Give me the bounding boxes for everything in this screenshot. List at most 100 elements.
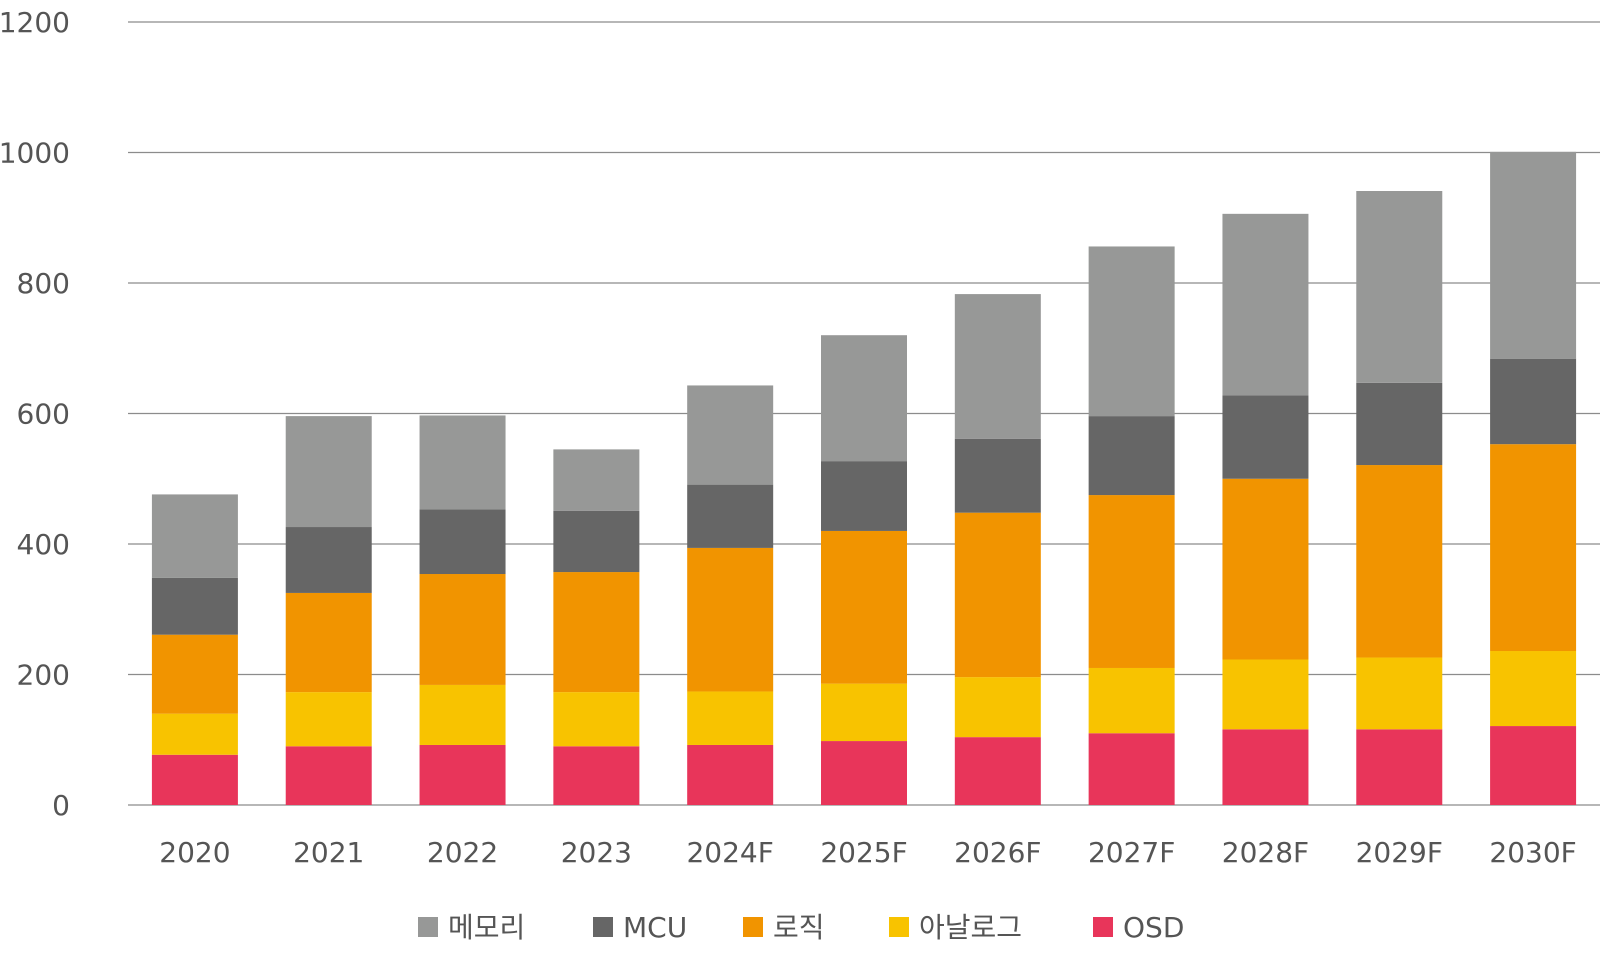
bar-segment-메모리-2023 bbox=[553, 449, 640, 511]
legend-label: MCU bbox=[623, 911, 687, 944]
bar-segment-OSD-2029F bbox=[1356, 729, 1443, 805]
x-tick-label: 2024F bbox=[686, 836, 773, 869]
legend-swatch bbox=[889, 917, 909, 937]
bar-segment-MCU-2030F bbox=[1490, 358, 1577, 445]
bar-segment-메모리-2020 bbox=[151, 494, 238, 578]
x-tick-label: 2025F bbox=[820, 836, 907, 869]
bar-segment-MCU-2023 bbox=[553, 510, 640, 573]
x-tick-label: 2022 bbox=[427, 836, 498, 869]
x-tick-label: 2021 bbox=[293, 836, 364, 869]
bar-segment-MCU-2026F bbox=[954, 438, 1041, 513]
bar-segment-MCU-2021 bbox=[285, 527, 372, 593]
x-tick-label: 2030F bbox=[1489, 836, 1576, 869]
bar-group-2027F bbox=[1088, 246, 1175, 805]
bar-segment-OSD-2022 bbox=[419, 744, 506, 805]
legend-item-메모리: 메모리 bbox=[418, 911, 525, 944]
y-tick-label: 1000 bbox=[0, 137, 70, 170]
legend-item-로직: 로직 bbox=[743, 911, 825, 944]
bar-segment-로직-2028F bbox=[1222, 478, 1309, 660]
bar-segment-MCU-2024F bbox=[687, 484, 774, 548]
bar-segment-메모리-2026F bbox=[954, 294, 1041, 439]
legend-label: OSD bbox=[1123, 911, 1184, 944]
bar-group-2029F bbox=[1356, 190, 1443, 805]
legend-swatch bbox=[743, 917, 763, 937]
bar-segment-OSD-2025F bbox=[821, 741, 907, 805]
y-tick-label: 0 bbox=[52, 789, 70, 822]
bar-segment-로직-2029F bbox=[1356, 465, 1443, 658]
y-axis-tick-labels: 0 200 400 600 800 1000 1200 bbox=[0, 6, 70, 822]
bar-segment-메모리-2025F bbox=[821, 335, 907, 462]
legend: 메모리 MCU 로직 아날로그 OSD bbox=[418, 911, 1184, 944]
bar-segment-OSD-2024F bbox=[687, 744, 774, 805]
x-tick-label: 2020 bbox=[159, 836, 230, 869]
bar-segment-OSD-2026F bbox=[954, 737, 1041, 805]
legend-item-MCU: MCU bbox=[593, 911, 687, 944]
bar-segment-OSD-2023 bbox=[553, 746, 640, 805]
bar-segment-MCU-2022 bbox=[419, 509, 506, 575]
bar-segment-아날로그-2028F bbox=[1222, 659, 1309, 730]
x-axis-tick-labels: 2020 2021 2022 2023 2024F 2025F 2026F 2027F 2028… bbox=[159, 836, 1577, 869]
bar-segment-로직-2023 bbox=[553, 572, 640, 693]
legend-item-아날로그: 아날로그 bbox=[889, 911, 1022, 944]
bar-group-2023 bbox=[553, 449, 640, 805]
bar-segment-메모리-2024F bbox=[687, 385, 774, 485]
y-tick-label: 1200 bbox=[0, 6, 70, 39]
bar-segment-메모리-2027F bbox=[1088, 246, 1175, 417]
bar-segment-메모리-2022 bbox=[419, 415, 506, 510]
bar-segment-OSD-2028F bbox=[1222, 729, 1309, 805]
bar-segment-로직-2021 bbox=[285, 592, 372, 693]
legend-label: 아날로그 bbox=[919, 911, 1022, 944]
bar-segment-아날로그-2020 bbox=[151, 713, 238, 755]
bar-segment-메모리-2021 bbox=[285, 416, 372, 528]
legend-item-OSD: OSD bbox=[1093, 911, 1184, 944]
bar-group-2021 bbox=[285, 416, 372, 805]
x-tick-label: 2023 bbox=[561, 836, 632, 869]
bars bbox=[151, 151, 1577, 805]
bar-segment-로직-2030F bbox=[1490, 444, 1577, 652]
bar-segment-로직-2022 bbox=[419, 574, 506, 685]
y-tick-label: 400 bbox=[17, 528, 70, 561]
bar-segment-MCU-2025F bbox=[821, 461, 907, 531]
bar-group-2024F bbox=[687, 385, 774, 805]
legend-swatch bbox=[593, 917, 613, 937]
bar-group-2022 bbox=[419, 415, 506, 805]
bar-segment-아날로그-2024F bbox=[687, 691, 774, 745]
bar-segment-아날로그-2029F bbox=[1356, 657, 1443, 730]
bar-segment-로직-2025F bbox=[821, 530, 907, 684]
bar-segment-로직-2027F bbox=[1088, 495, 1175, 668]
bar-segment-MCU-2020 bbox=[151, 577, 238, 635]
legend-label: 로직 bbox=[773, 911, 825, 944]
bar-segment-OSD-2030F bbox=[1490, 726, 1577, 805]
bar-segment-MCU-2028F bbox=[1222, 395, 1309, 479]
bar-segment-OSD-2021 bbox=[285, 746, 372, 805]
bar-segment-MCU-2027F bbox=[1088, 416, 1175, 496]
bar-segment-아날로그-2021 bbox=[285, 692, 372, 747]
y-tick-label: 600 bbox=[17, 398, 70, 431]
bar-segment-OSD-2020 bbox=[151, 754, 238, 805]
bar-segment-로직-2024F bbox=[687, 547, 774, 692]
bar-segment-로직-2026F bbox=[954, 512, 1041, 678]
y-tick-label: 800 bbox=[17, 267, 70, 300]
bar-group-2020 bbox=[151, 494, 238, 805]
bar-segment-아날로그-2030F bbox=[1490, 651, 1577, 727]
bar-segment-OSD-2027F bbox=[1088, 733, 1175, 805]
y-tick-label: 200 bbox=[17, 659, 70, 692]
legend-swatch bbox=[1093, 917, 1113, 937]
bar-segment-아날로그-2026F bbox=[954, 677, 1041, 738]
x-tick-label: 2027F bbox=[1088, 836, 1175, 869]
bar-segment-메모리-2029F bbox=[1356, 190, 1443, 383]
bar-group-2030F bbox=[1490, 151, 1577, 805]
x-tick-label: 2028F bbox=[1222, 836, 1309, 869]
bar-segment-아날로그-2022 bbox=[419, 684, 506, 745]
bar-segment-아날로그-2023 bbox=[553, 692, 640, 747]
bar-segment-아날로그-2027F bbox=[1088, 667, 1175, 734]
bar-segment-메모리-2028F bbox=[1222, 213, 1309, 396]
bar-segment-MCU-2029F bbox=[1356, 382, 1443, 466]
legend-label: 메모리 bbox=[448, 911, 525, 944]
bar-segment-메모리-2030F bbox=[1490, 151, 1577, 359]
bar-segment-로직-2020 bbox=[151, 634, 238, 714]
legend-swatch bbox=[418, 917, 438, 937]
bar-segment-아날로그-2025F bbox=[821, 683, 907, 742]
